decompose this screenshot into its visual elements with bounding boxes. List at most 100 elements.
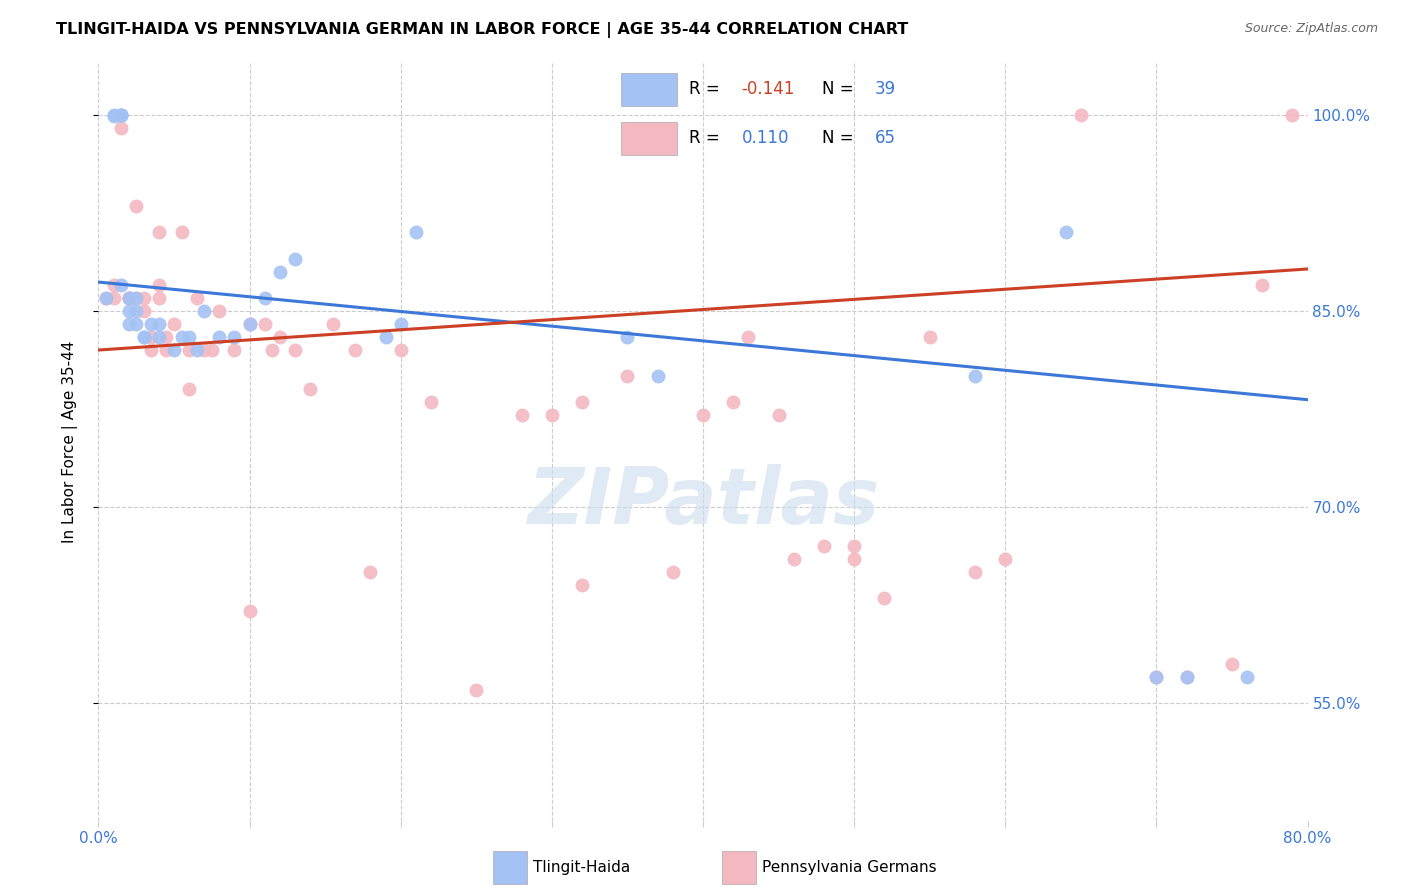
Point — [179, 382, 201, 396]
Point — [239, 317, 262, 331]
Text: -0.141: -0.141 — [741, 80, 794, 98]
Point — [269, 264, 291, 278]
Point — [768, 409, 790, 423]
Text: Tlingit-Haida: Tlingit-Haida — [533, 860, 630, 875]
Point — [616, 330, 638, 344]
Point — [132, 303, 155, 318]
Point — [125, 291, 148, 305]
Point — [1054, 226, 1077, 240]
Text: N =: N = — [823, 80, 859, 98]
Point — [420, 395, 443, 409]
Point — [360, 566, 382, 580]
Point — [965, 369, 987, 384]
Point — [141, 317, 163, 331]
Point — [322, 317, 344, 331]
Point — [132, 291, 155, 305]
Point — [239, 317, 262, 331]
Point — [224, 343, 246, 357]
Point — [1251, 277, 1274, 292]
Point — [148, 277, 170, 292]
Point — [118, 291, 141, 305]
Point — [873, 591, 896, 606]
Point — [125, 199, 148, 213]
Point — [918, 330, 941, 344]
Point — [571, 395, 593, 409]
Point — [224, 330, 246, 344]
Text: 0.110: 0.110 — [741, 129, 789, 147]
Text: R =: R = — [689, 80, 725, 98]
Point — [118, 291, 141, 305]
Text: 65: 65 — [875, 129, 896, 147]
Point — [647, 369, 669, 384]
Point — [110, 120, 132, 135]
Point — [1220, 657, 1243, 671]
Point — [110, 108, 132, 122]
Point — [110, 108, 132, 122]
Point — [132, 330, 155, 344]
Point — [110, 277, 132, 292]
Point — [571, 578, 593, 592]
Y-axis label: In Labor Force | Age 35-44: In Labor Force | Age 35-44 — [62, 341, 77, 542]
Text: ZIPatlas: ZIPatlas — [527, 464, 879, 541]
Point — [170, 330, 193, 344]
Point — [405, 226, 427, 240]
Point — [465, 682, 488, 697]
Point — [299, 382, 322, 396]
Text: R =: R = — [689, 129, 730, 147]
Point — [1144, 670, 1167, 684]
Point — [208, 303, 231, 318]
Point — [389, 343, 412, 357]
Point — [125, 317, 148, 331]
Point — [269, 330, 291, 344]
Point — [965, 566, 987, 580]
Point — [661, 566, 683, 580]
Point — [616, 369, 638, 384]
Point — [186, 343, 208, 357]
Point — [170, 226, 193, 240]
Point — [125, 303, 148, 318]
Point — [94, 291, 117, 305]
Text: N =: N = — [823, 129, 859, 147]
Point — [110, 108, 132, 122]
Point — [110, 108, 132, 122]
Point — [284, 252, 307, 266]
Point — [148, 330, 170, 344]
Point — [1144, 670, 1167, 684]
Point — [163, 343, 186, 357]
Point — [783, 552, 806, 566]
Point — [118, 291, 141, 305]
FancyBboxPatch shape — [721, 851, 755, 883]
Point — [723, 395, 745, 409]
Point — [737, 330, 759, 344]
Point — [141, 343, 163, 357]
Point — [103, 109, 125, 123]
Point — [374, 330, 396, 344]
Point — [844, 552, 866, 566]
Point — [692, 409, 714, 423]
Point — [1281, 108, 1303, 122]
Point — [844, 539, 866, 553]
Point — [132, 330, 155, 344]
Point — [193, 343, 215, 357]
Point — [1175, 670, 1198, 684]
Point — [125, 291, 148, 305]
Point — [284, 343, 307, 357]
Text: 39: 39 — [875, 80, 896, 98]
Text: Source: ZipAtlas.com: Source: ZipAtlas.com — [1244, 22, 1378, 36]
Point — [193, 303, 215, 318]
Point — [148, 317, 170, 331]
Point — [186, 291, 208, 305]
Point — [179, 343, 201, 357]
Point — [813, 539, 835, 553]
Point — [1236, 670, 1258, 684]
FancyBboxPatch shape — [621, 73, 676, 105]
Point — [94, 291, 117, 305]
Point — [155, 343, 177, 357]
Point — [1175, 670, 1198, 684]
FancyBboxPatch shape — [492, 851, 527, 883]
Point — [118, 303, 141, 318]
Point — [118, 291, 141, 305]
Point — [253, 317, 276, 331]
Point — [262, 343, 284, 357]
Point — [239, 605, 262, 619]
